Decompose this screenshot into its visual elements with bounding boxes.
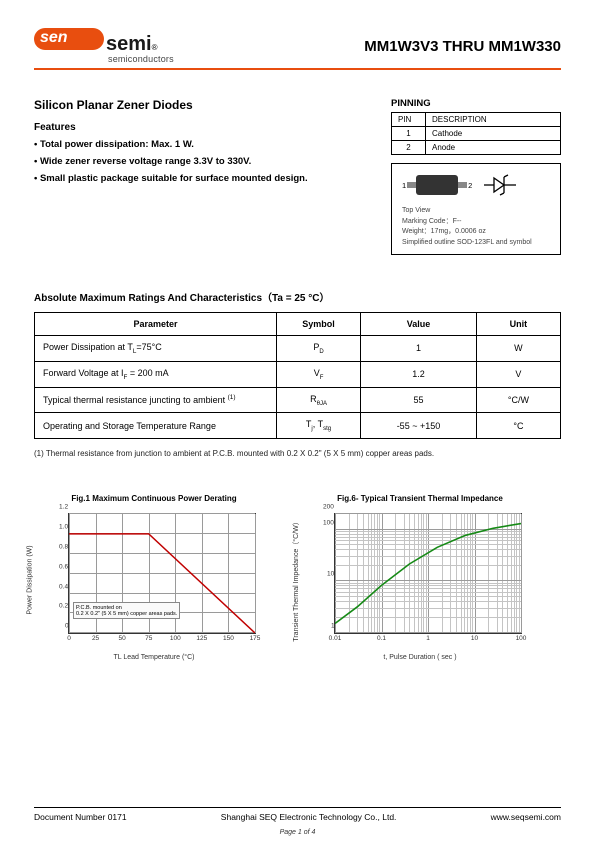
package-icon: [416, 175, 458, 195]
feature-item: • Total power dissipation: Max. 1 W.: [34, 139, 369, 150]
pinning-table: PIN DESCRIPTION 1 Cathode 2 Anode: [391, 112, 561, 155]
company-name: Shanghai SEQ Electronic Technology Co., …: [221, 812, 397, 822]
package-box: 1 2 Top View Marking Code：F-- Weight：17m…: [391, 163, 561, 255]
chart1-ylabel: Power Dissipation (W): [27, 545, 34, 614]
chart-derating: Fig.1 Maximum Continuous Power Derating …: [34, 494, 274, 661]
package-weight: Weight：17mg，0.0006 oz: [402, 227, 552, 238]
table-row: Operating and Storage Temperature Range …: [35, 413, 561, 439]
package-topview: Top View: [402, 206, 552, 217]
chart2-xlabel: t, Pulse Duration ( sec ): [300, 654, 540, 661]
pin-label-1: 1: [402, 181, 406, 190]
logo: sen semi ® semiconductors: [34, 28, 174, 64]
table-row: Forward Voltage at IF = 200 mA VF 1.2 V: [35, 361, 561, 387]
product-title: Silicon Planar Zener Diodes: [34, 98, 369, 112]
logo-subtitle: semiconductors: [108, 54, 174, 64]
pin-col-header: DESCRIPTION: [426, 113, 561, 127]
pin-label-2: 2: [468, 181, 472, 190]
logo-suffix: semi: [106, 33, 152, 56]
doc-number: Document Number 0171: [34, 812, 127, 822]
package-marking: Marking Code：F--: [402, 217, 552, 228]
ratings-table: Parameter Symbol Value Unit Power Dissip…: [34, 312, 561, 439]
logo-registered: ®: [152, 43, 158, 52]
chart2-ylabel: Transient Thermal Impedance（°C/W）: [291, 518, 301, 641]
chart2-plot: 0.010.1110100110100200: [334, 513, 522, 634]
package-outline: Simplified outline SOD-123FL and symbol: [402, 238, 552, 249]
ratings-title: Absolute Maximum Ratings And Characteris…: [34, 289, 561, 304]
page-number: Page 1 of 4: [0, 829, 595, 836]
feature-item: • Small plastic package suitable for sur…: [34, 173, 369, 184]
chart1-plot: 025507510012515017500.20.40.60.81.01.2P.…: [68, 513, 256, 634]
logo-main-text: sen: [40, 29, 68, 47]
chart-thermal: Fig.6- Typical Transient Thermal Impedan…: [300, 494, 540, 661]
page-footer: Document Number 0171 Shanghai SEQ Electr…: [34, 807, 561, 822]
feature-item: • Wide zener reverse voltage range 3.3V …: [34, 156, 369, 167]
pin-col-header: PIN: [392, 113, 426, 127]
company-url: www.seqsemi.com: [491, 812, 561, 822]
table-row: 2 Anode: [392, 141, 561, 155]
pinning-heading: PINNING: [391, 98, 561, 109]
ratings-col-header: Parameter: [35, 313, 277, 336]
ratings-col-header: Unit: [476, 313, 560, 336]
part-number-title: MM1W3V3 THRU MM1W330: [364, 38, 561, 55]
table-row: 1 Cathode: [392, 127, 561, 141]
logo-mark: sen: [34, 28, 104, 50]
table-row: Typical thermal resistance juncting to a…: [35, 387, 561, 413]
zener-symbol-icon: [482, 172, 518, 198]
ratings-footnote: (1) Thermal resistance from junction to …: [34, 449, 561, 458]
chart2-title: Fig.6- Typical Transient Thermal Impedan…: [300, 494, 540, 503]
page-header: sen semi ® semiconductors MM1W3V3 THRU M…: [34, 28, 561, 70]
features-heading: Features: [34, 122, 369, 133]
chart1-title: Fig.1 Maximum Continuous Power Derating: [34, 494, 274, 503]
chart1-xlabel: TL Lead Temperature (°C): [34, 654, 274, 661]
ratings-col-header: Symbol: [276, 313, 360, 336]
ratings-col-header: Value: [361, 313, 477, 336]
table-row: Power Dissipation at TL=75°C PD 1 W: [35, 336, 561, 362]
